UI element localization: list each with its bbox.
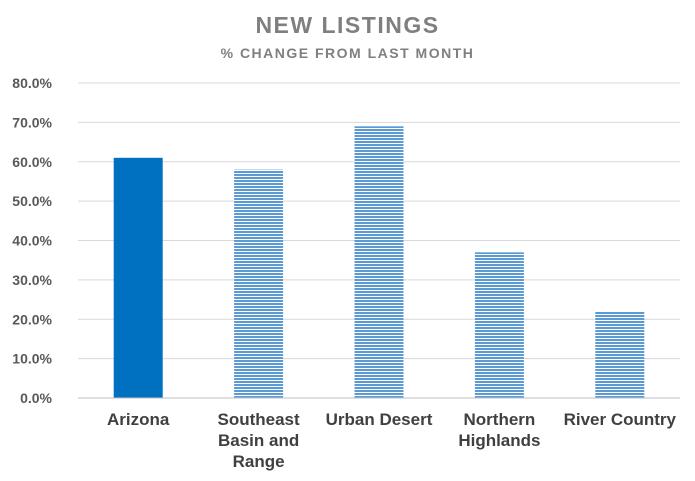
y-tick-label: 80.0% [12, 75, 52, 91]
x-category-label: Southeast Basin and Range [218, 410, 301, 471]
y-tick-label: 20.0% [12, 311, 52, 327]
y-tick-label: 50.0% [12, 193, 52, 209]
y-tick-label: 70.0% [12, 114, 52, 130]
chart-subtitle: % CHANGE FROM LAST MONTH [220, 45, 475, 61]
y-tick-label: 0.0% [20, 390, 52, 406]
bars [113, 126, 645, 398]
x-category-label: Urban Desert [326, 410, 433, 429]
chart-title: NEW LISTINGS [255, 12, 440, 38]
y-tick-label: 60.0% [12, 154, 52, 170]
bar-urban-desert [354, 126, 404, 398]
x-category-label: Northern Highlands [458, 410, 540, 450]
bar-river-country [595, 311, 645, 398]
y-tick-label: 40.0% [12, 233, 52, 249]
labels: 0.0% 10.0% 20.0% 30.0% 40.0% 50.0% 60.0% 70.0% 8… [12, 75, 676, 471]
y-tick-label: 10.0% [12, 351, 52, 367]
bar-northern-highlands [474, 252, 524, 398]
x-category-label: Arizona [107, 410, 170, 429]
y-tick-label: 30.0% [12, 272, 52, 288]
bar-arizona [113, 157, 163, 398]
x-category-label: River Country [564, 410, 677, 429]
bar-southeast-basin-and-range [234, 169, 284, 398]
